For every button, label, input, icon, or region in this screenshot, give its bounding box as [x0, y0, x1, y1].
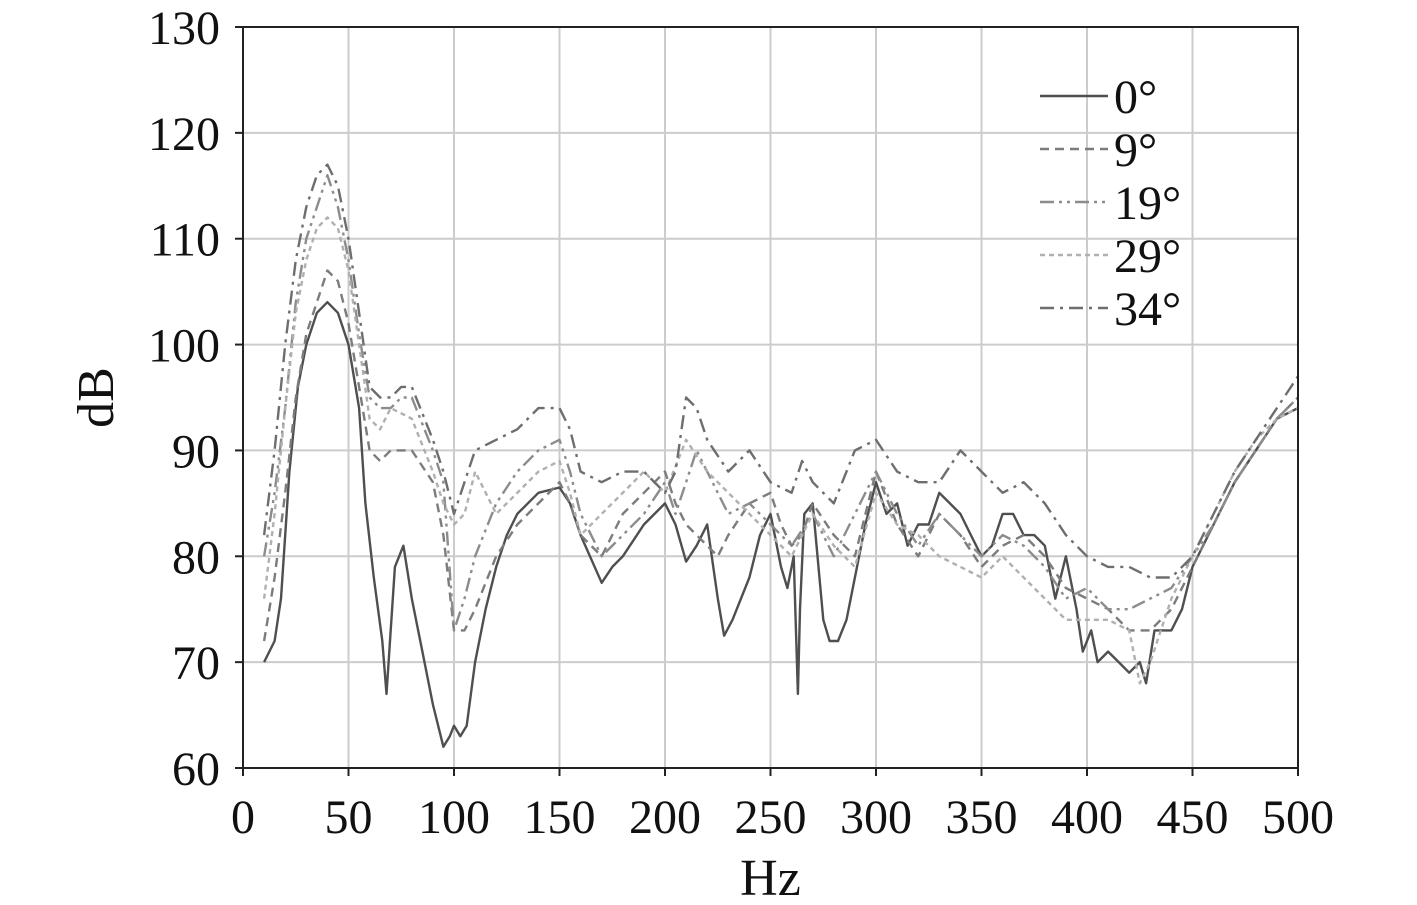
tick-labels: 0 50 100 150 200 250 300 350 400 450 500 60 70 80 90 10… [148, 2, 1334, 844]
y-tick-label: 60 [172, 743, 220, 796]
y-axis-title: dB [68, 367, 125, 428]
x-tick-label: 100 [418, 791, 490, 844]
y-tick-label: 130 [148, 2, 220, 55]
legend-label: 29° [1114, 230, 1181, 283]
series-line [262, 216, 1299, 685]
legend: 0°9°19°29°34° [1040, 71, 1181, 336]
x-tick-label: 250 [735, 791, 807, 844]
legend-label: 0° [1114, 71, 1157, 124]
legend-label: 34° [1114, 283, 1181, 336]
legend-label: 19° [1114, 177, 1181, 230]
y-tick-label: 90 [172, 425, 220, 478]
x-tick-label: 50 [325, 791, 373, 844]
series-group [262, 163, 1299, 748]
x-tick-label: 450 [1157, 791, 1229, 844]
series-line [262, 173, 1299, 632]
axis-ticks [235, 26, 1299, 776]
legend-label: 9° [1114, 124, 1157, 177]
x-tick-label: 200 [629, 791, 701, 844]
y-tick-label: 70 [172, 637, 220, 690]
y-tick-label: 110 [150, 214, 220, 267]
series-line [262, 163, 1299, 579]
series-line [263, 301, 1299, 748]
x-tick-label: 300 [840, 791, 912, 844]
series-line [262, 269, 1299, 642]
x-tick-label: 350 [946, 791, 1018, 844]
x-tick-label: 150 [524, 791, 596, 844]
x-tick-label: 400 [1051, 791, 1123, 844]
x-tick-label: 500 [1262, 791, 1334, 844]
y-tick-label: 120 [148, 108, 220, 161]
y-tick-label: 100 [148, 320, 220, 373]
x-axis-title: Hz [740, 850, 801, 905]
x-tick-label: 0 [231, 791, 255, 844]
y-tick-label: 80 [172, 531, 220, 584]
